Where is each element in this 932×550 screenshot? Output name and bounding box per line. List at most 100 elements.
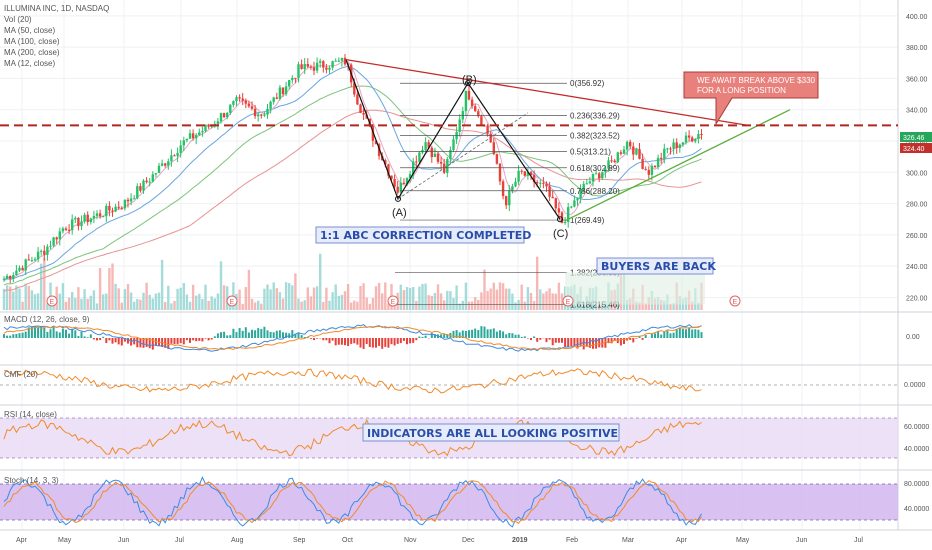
macd-histogram-bar (607, 338, 610, 343)
candle-body (678, 144, 681, 149)
candle-body (216, 121, 220, 124)
macd-histogram-bar (30, 326, 33, 338)
candle-body (98, 213, 102, 217)
volume-bar (523, 301, 526, 310)
indicator-vol[interactable]: Vol (20) (4, 15, 32, 24)
macd-histogram-bar (418, 336, 421, 338)
volume-bar (213, 298, 216, 310)
candle-body (666, 148, 669, 150)
volume-bar (195, 295, 198, 310)
candle-body (545, 183, 548, 187)
price-axis[interactable]: 400.00 380.00 360.00 340.00 320.00 300.00 280.… (906, 14, 928, 303)
volume-bar (548, 288, 551, 310)
indicator-ma100[interactable]: MA (100, close) (4, 37, 60, 46)
macd-histogram-bar (557, 338, 560, 343)
volume-bar (560, 293, 564, 310)
indicator-ma12[interactable]: MA (12, close) (4, 59, 55, 68)
candle-body (269, 101, 272, 109)
candle-body (303, 63, 306, 70)
candle-body (86, 214, 89, 223)
macd-histogram-bar (105, 338, 108, 344)
macd-histogram-bar (334, 338, 337, 346)
macd-histogram-bar (554, 338, 557, 343)
price-tick-label: 340.00 (906, 108, 928, 115)
stoch-title[interactable]: Stoch (14, 3, 3) (4, 476, 59, 485)
volume-bar (439, 293, 443, 310)
candle-body (492, 142, 495, 155)
volume-bar (598, 303, 601, 310)
price-tick-label: 220.00 (906, 295, 928, 302)
time-tick-label: Sep (293, 537, 306, 544)
candle-body (681, 142, 685, 145)
volume-bar (433, 292, 437, 310)
macd-histogram-bar (46, 331, 49, 338)
wave-label-a: (A) (392, 207, 407, 219)
indicator-ma200[interactable]: MA (200, close) (4, 48, 60, 57)
rsi-title[interactable]: RSI (14, close) (4, 410, 57, 419)
volume-bar (337, 295, 340, 310)
macd-histogram-bar (402, 338, 405, 341)
candle-body (467, 90, 471, 100)
volume-bar (12, 291, 15, 310)
last-price-tag-upper: 326.46 (900, 132, 932, 142)
time-tick-label: 2019 (512, 537, 528, 544)
candle-body (235, 97, 238, 102)
macd-histogram-bar (681, 328, 684, 338)
svg-text:326.46: 326.46 (903, 135, 925, 142)
candle-body (315, 62, 319, 71)
candle-body (464, 90, 468, 112)
macd-histogram-bar (37, 327, 40, 338)
macd-histogram-bar (241, 330, 244, 338)
indicators-annotation[interactable]: INDICATORS ARE ALL LOOKING POSITIVE (362, 423, 620, 442)
candle-body (660, 157, 663, 159)
macd-histogram-bar (399, 338, 402, 344)
ma-200-line (3, 109, 702, 292)
macd-histogram-bar (396, 338, 399, 344)
macd-histogram-bar (685, 329, 687, 338)
macd-histogram-bar (406, 338, 408, 345)
fib-level-label: 0(356.92) (570, 79, 605, 88)
volume-bar (204, 284, 207, 310)
volume-bar (226, 286, 229, 310)
candle-body (284, 86, 288, 95)
macd-histogram-bar (598, 338, 601, 348)
volume-bar (306, 287, 309, 310)
volume-bar (511, 293, 514, 310)
abc-annotation[interactable]: 1:1 ABC CORRECTION COMPLETED (315, 226, 531, 244)
macd-histogram-bar (325, 338, 328, 341)
macd-histogram-bar (474, 328, 477, 338)
indicator-ma50[interactable]: MA (50, close) (4, 26, 55, 35)
volume-bar (697, 302, 700, 310)
macd-histogram-bar (368, 338, 371, 348)
macd-histogram-bar (198, 338, 201, 341)
callout-box[interactable]: WE AWAIT BREAK ABOVE $330 FOR A LONG POS… (683, 71, 819, 126)
candle-body (573, 200, 576, 207)
cmf-title[interactable]: CMF (20) (4, 370, 38, 379)
candle-body (182, 140, 185, 146)
candle-body (374, 140, 378, 145)
candle-body (253, 108, 257, 117)
candle-body (241, 98, 244, 101)
candle-body (396, 186, 399, 193)
candle-body (43, 250, 46, 255)
candle-body (399, 182, 402, 193)
macd-histogram-bar (195, 338, 198, 342)
macd-histogram-bar (678, 327, 681, 338)
candle-body (207, 124, 210, 127)
candle-body (266, 108, 269, 115)
time-axis[interactable]: Apr May Jun Jul Aug Sep Oct Nov Dec 2019 Feb Mar Apr… (16, 537, 863, 544)
macd-histogram-bar (9, 335, 12, 338)
macd-histogram-bar (173, 338, 176, 345)
buyers-annotation[interactable]: BUYERS ARE BACK (596, 257, 716, 275)
volume-bar (539, 289, 542, 310)
macd-histogram-bar (92, 338, 95, 340)
volume-bar (554, 293, 557, 310)
macd-histogram-bar (415, 338, 418, 341)
macd-histogram-bar (43, 327, 46, 338)
candle-body (436, 153, 440, 162)
candle-body (563, 221, 567, 224)
macd-title[interactable]: MACD (12, 26, close, 9) (4, 315, 90, 324)
indicator-panes (0, 324, 898, 528)
